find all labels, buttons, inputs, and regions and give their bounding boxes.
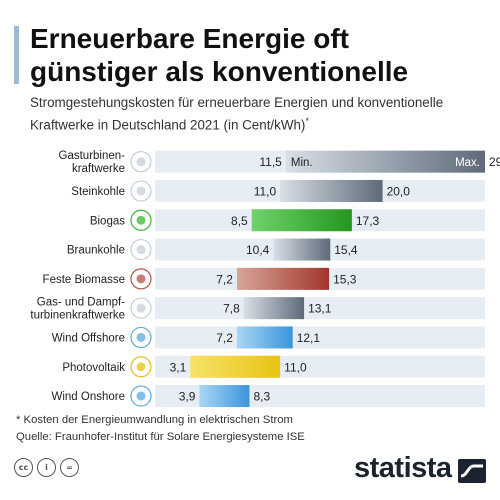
category-label: Gas- und Dampf- [37,297,125,309]
min-annotation: Min. [291,157,313,169]
range-bar-chart: 11,5 29,0 Gasturbinen-kraftwerke 11,0 20,0 St… [30,150,500,408]
subtitle-text: Stromgestehungskosten für erneuerbare En… [30,95,444,133]
coal-icon-glyph [136,186,146,196]
category-label: Wind Onshore [51,391,125,403]
max-value-label: 15,4 [334,243,358,257]
category-label: kraftwerke [72,163,125,175]
category-label: Feste Biomasse [43,274,125,286]
footnote-block: * Kosten der Energieumwandlung in elektr… [16,412,486,446]
min-value-label: 3,9 [179,390,196,404]
category-label: Biogas [90,215,125,227]
max-value-label: 15,3 [333,272,357,286]
category-label: Photovoltaik [62,362,125,374]
category-label: turbinenkraftwerke [30,310,125,322]
range-bar [236,267,330,290]
biogas-icon-glyph [136,215,146,225]
category-label: Braunkohle [67,245,125,257]
page-subtitle: Stromgestehungskosten für erneuerbare En… [30,94,490,134]
max-annotation: Max. [455,157,480,169]
statista-logo-icon [458,459,486,483]
max-value-label: 29,0 [489,155,500,169]
max-value-label: 12,1 [297,331,321,345]
solar-icon-glyph [136,362,146,372]
min-value-label: 3,1 [170,360,187,374]
footnote: * Kosten der Energieumwandlung in elektr… [16,414,293,426]
category-label: Gasturbinen- [59,150,126,162]
max-value-label: 8,3 [253,390,270,404]
wind-onshore-icon-glyph [136,391,146,401]
min-value-label: 7,2 [216,331,233,345]
combined-cycle-icon-glyph [136,303,146,313]
statista-logo-text[interactable]: statista [354,452,452,484]
range-bar [190,355,281,378]
range-bar [251,209,352,232]
min-value-label: 10,4 [246,243,270,257]
subtitle-footnote-mark: * [305,116,309,126]
title-accent-bar [14,26,19,84]
category-label: Steinkohle [71,186,125,198]
min-value-label: 8,5 [231,214,248,228]
min-value-label: 11,5 [259,155,282,169]
license-icons: cc i = [14,458,79,477]
range-bar [280,179,383,202]
range-bar [243,297,305,320]
range-bar [273,238,331,261]
row-track [155,297,485,320]
source-note: Quelle: Fraunhofer-Institut für Solare E… [16,431,305,443]
range-bar [285,150,485,173]
category-label: Wind Offshore [52,332,125,344]
page-title: Erneuerbare Energie oft günstiger als ko… [30,23,409,87]
max-value-label: 20,0 [387,184,411,198]
range-bar [236,326,293,349]
wind-offshore-icon-glyph [136,332,146,342]
max-value-label: 17,3 [356,214,380,228]
lignite-icon-glyph [136,245,146,255]
min-value-label: 11,0 [254,184,277,198]
min-value-label: 7,2 [216,272,233,286]
biomass-icon-glyph [136,274,146,284]
max-value-label: 13,1 [308,302,332,316]
range-bar [199,385,250,408]
min-value-label: 7,8 [223,302,240,316]
gas-turbine-icon-glyph [136,157,146,167]
attribution-icon[interactable]: i [37,458,56,477]
no-derivatives-icon[interactable]: = [60,458,79,477]
max-value-label: 11,0 [284,360,307,374]
cc-license-icon[interactable]: cc [14,458,33,477]
